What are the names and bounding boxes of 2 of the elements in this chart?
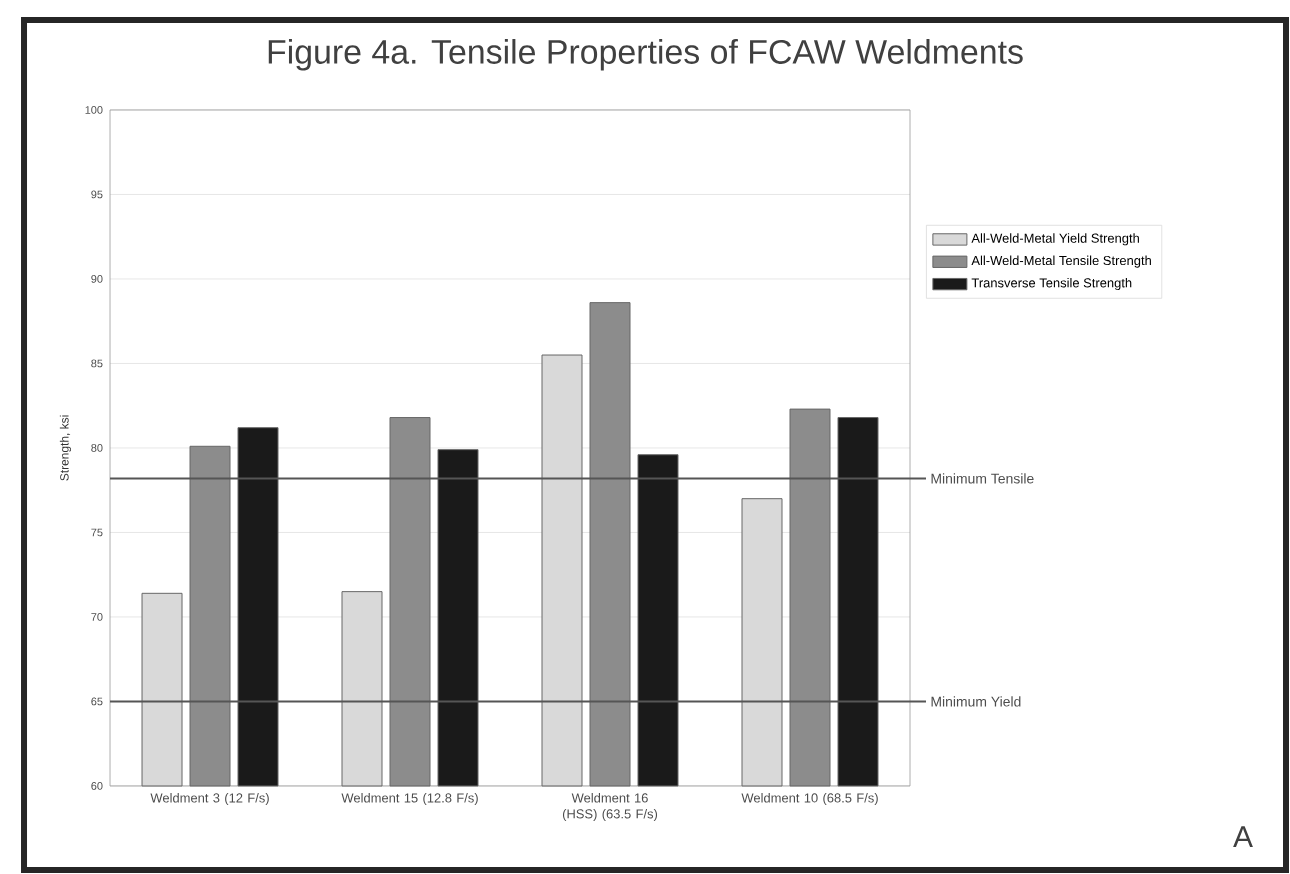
chart-title: Figure 4a. Tensile Properties of FCAW Weldments [268, 39, 1023, 71]
text: A [1233, 826, 1253, 847]
